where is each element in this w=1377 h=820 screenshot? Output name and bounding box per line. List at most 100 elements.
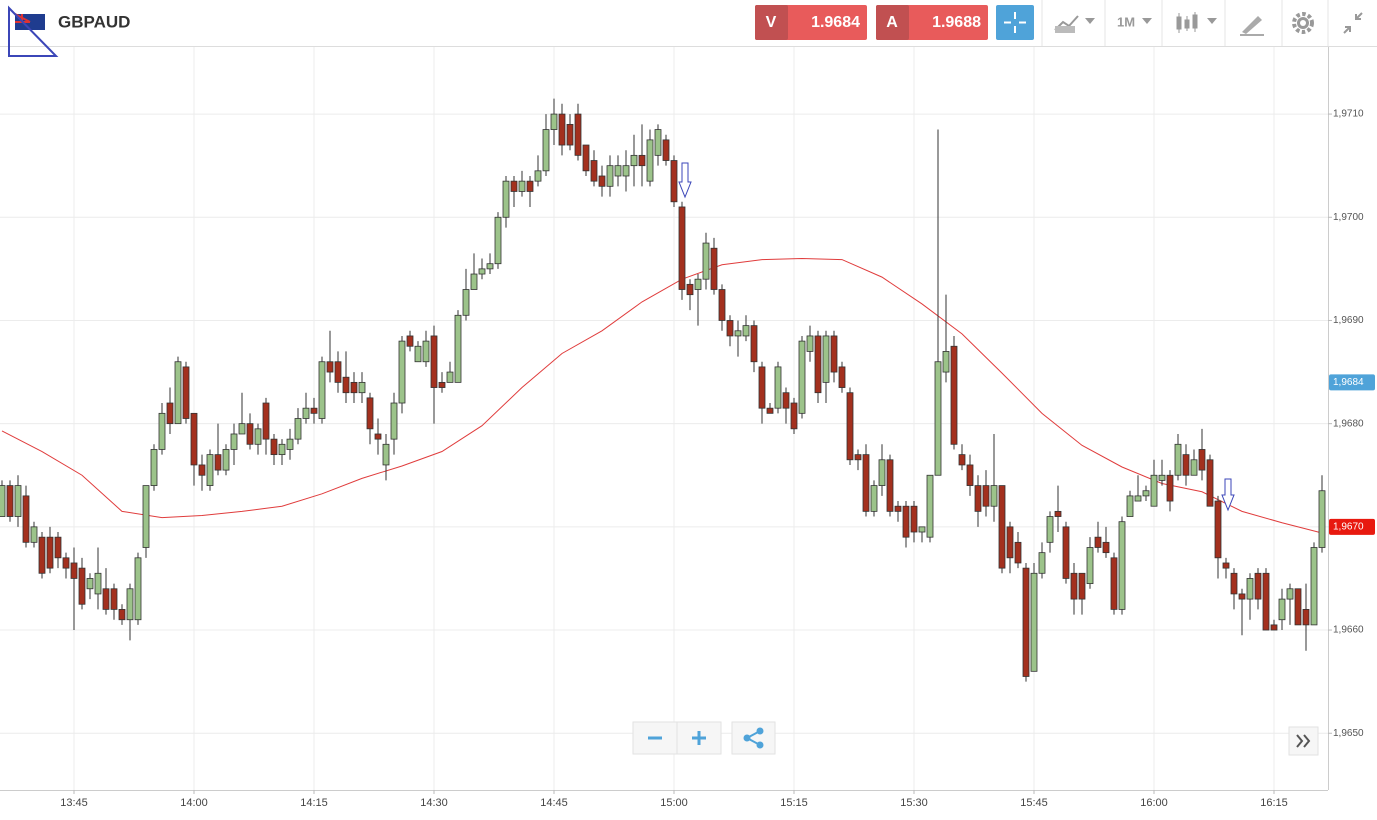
plot-area: 1,9650 1,9660 1,9670 1,9680 1,9690 1,9700 1,97… bbox=[0, 47, 1375, 809]
candle-body bbox=[974, 485, 982, 512]
settings-button[interactable] bbox=[1292, 12, 1314, 34]
candle-body bbox=[406, 335, 414, 347]
candle-body bbox=[990, 485, 998, 507]
candle-body bbox=[22, 495, 30, 543]
candle-body bbox=[310, 407, 318, 414]
price-tag bbox=[1329, 518, 1375, 535]
candle-body bbox=[1230, 572, 1238, 595]
buy-button[interactable]: A 1.9688 bbox=[876, 5, 988, 40]
candle-body bbox=[1094, 536, 1102, 548]
candle-body bbox=[462, 289, 470, 316]
candle-body bbox=[158, 412, 166, 450]
crosshair-button[interactable] bbox=[996, 5, 1034, 40]
zoom-controls bbox=[632, 721, 776, 755]
candle-body bbox=[1086, 547, 1094, 585]
candle-body bbox=[1006, 526, 1014, 559]
candle-body bbox=[1022, 567, 1030, 677]
share-button[interactable] bbox=[731, 721, 776, 755]
candle-style-button[interactable] bbox=[1176, 12, 1217, 33]
candle-body bbox=[646, 139, 654, 182]
candle-body bbox=[1270, 624, 1278, 631]
candle-body bbox=[134, 557, 142, 621]
candle-body bbox=[950, 345, 958, 445]
candle-body bbox=[118, 609, 126, 621]
candle-body bbox=[870, 485, 878, 512]
candle-body bbox=[430, 335, 438, 388]
candle-body bbox=[942, 351, 950, 373]
candle-body bbox=[326, 361, 334, 373]
timeframe: 1M bbox=[1117, 14, 1135, 29]
event-marker[interactable] bbox=[1221, 478, 1235, 512]
sell-button[interactable]: V 1.9684 bbox=[755, 5, 867, 40]
candle-body bbox=[774, 366, 782, 409]
candle-body bbox=[750, 325, 758, 363]
candle-body bbox=[894, 505, 902, 512]
candle-body bbox=[1046, 516, 1054, 543]
candle-body bbox=[270, 438, 278, 456]
candle-body bbox=[54, 536, 62, 559]
candle-body bbox=[566, 123, 574, 146]
candle-body bbox=[590, 160, 598, 182]
candle-body bbox=[718, 289, 726, 321]
collapse-button[interactable] bbox=[1343, 12, 1363, 34]
candle-body bbox=[126, 588, 134, 621]
x-tick-label: 15:30 bbox=[900, 797, 928, 809]
candle-body bbox=[1294, 588, 1302, 626]
x-tick-label: 15:00 bbox=[660, 797, 688, 809]
candle-body bbox=[1078, 572, 1086, 600]
candle-body bbox=[742, 325, 750, 337]
candle-body bbox=[174, 361, 182, 425]
candle-body bbox=[694, 278, 702, 290]
candle-body bbox=[494, 216, 502, 265]
candle-body bbox=[790, 402, 798, 430]
candle-body bbox=[518, 180, 526, 192]
candle-body bbox=[1198, 449, 1206, 471]
x-tick-label: 14:15 bbox=[300, 797, 328, 809]
candle-body bbox=[374, 433, 382, 440]
candle-body bbox=[526, 180, 534, 192]
x-tick-label: 15:15 bbox=[780, 797, 808, 809]
scroll-right-button[interactable] bbox=[1288, 726, 1319, 756]
candle-body bbox=[550, 113, 558, 130]
candle-body bbox=[534, 170, 542, 182]
candle-body bbox=[1110, 557, 1118, 610]
zoom-in-button[interactable] bbox=[692, 731, 706, 745]
candle-body bbox=[662, 139, 670, 161]
candle-body bbox=[1102, 541, 1110, 554]
candle-body bbox=[1014, 541, 1022, 564]
candle-body bbox=[1174, 443, 1182, 476]
candle-body bbox=[558, 113, 566, 146]
y-tick-label: 1,9680 bbox=[1333, 418, 1364, 429]
x-tick-label: 14:30 bbox=[420, 797, 448, 809]
candle-body bbox=[454, 314, 462, 383]
event-marker[interactable] bbox=[678, 162, 692, 199]
candle-body bbox=[214, 454, 222, 471]
candle-body bbox=[238, 423, 246, 435]
candle-body bbox=[1166, 474, 1174, 502]
candle-body bbox=[1158, 474, 1166, 481]
candle-body bbox=[86, 578, 94, 590]
candle-body bbox=[1038, 552, 1046, 574]
draw-button[interactable] bbox=[1240, 16, 1264, 36]
candle-body bbox=[414, 345, 422, 363]
candle-body bbox=[438, 381, 446, 388]
candle-body bbox=[822, 335, 830, 383]
y-tick-label: 1,9690 bbox=[1333, 315, 1364, 326]
moving-average bbox=[1, 258, 1323, 534]
candle-body bbox=[182, 366, 190, 419]
chart-type-button[interactable] bbox=[1054, 15, 1095, 33]
y-tick-label: 1,9660 bbox=[1333, 625, 1364, 636]
toolbar-separators bbox=[1041, 0, 1329, 46]
candle-body bbox=[1118, 521, 1126, 610]
candle-body bbox=[926, 474, 934, 538]
candle-body bbox=[598, 175, 606, 187]
x-tick-label: 15:45 bbox=[1020, 797, 1048, 809]
candle-body bbox=[486, 263, 494, 270]
candle-body bbox=[246, 423, 254, 445]
candle-body bbox=[758, 366, 766, 409]
candle-body bbox=[142, 485, 150, 548]
candle-body bbox=[734, 330, 742, 337]
timeframe-button[interactable]: 1M bbox=[1117, 14, 1152, 29]
candle-body bbox=[614, 165, 622, 177]
